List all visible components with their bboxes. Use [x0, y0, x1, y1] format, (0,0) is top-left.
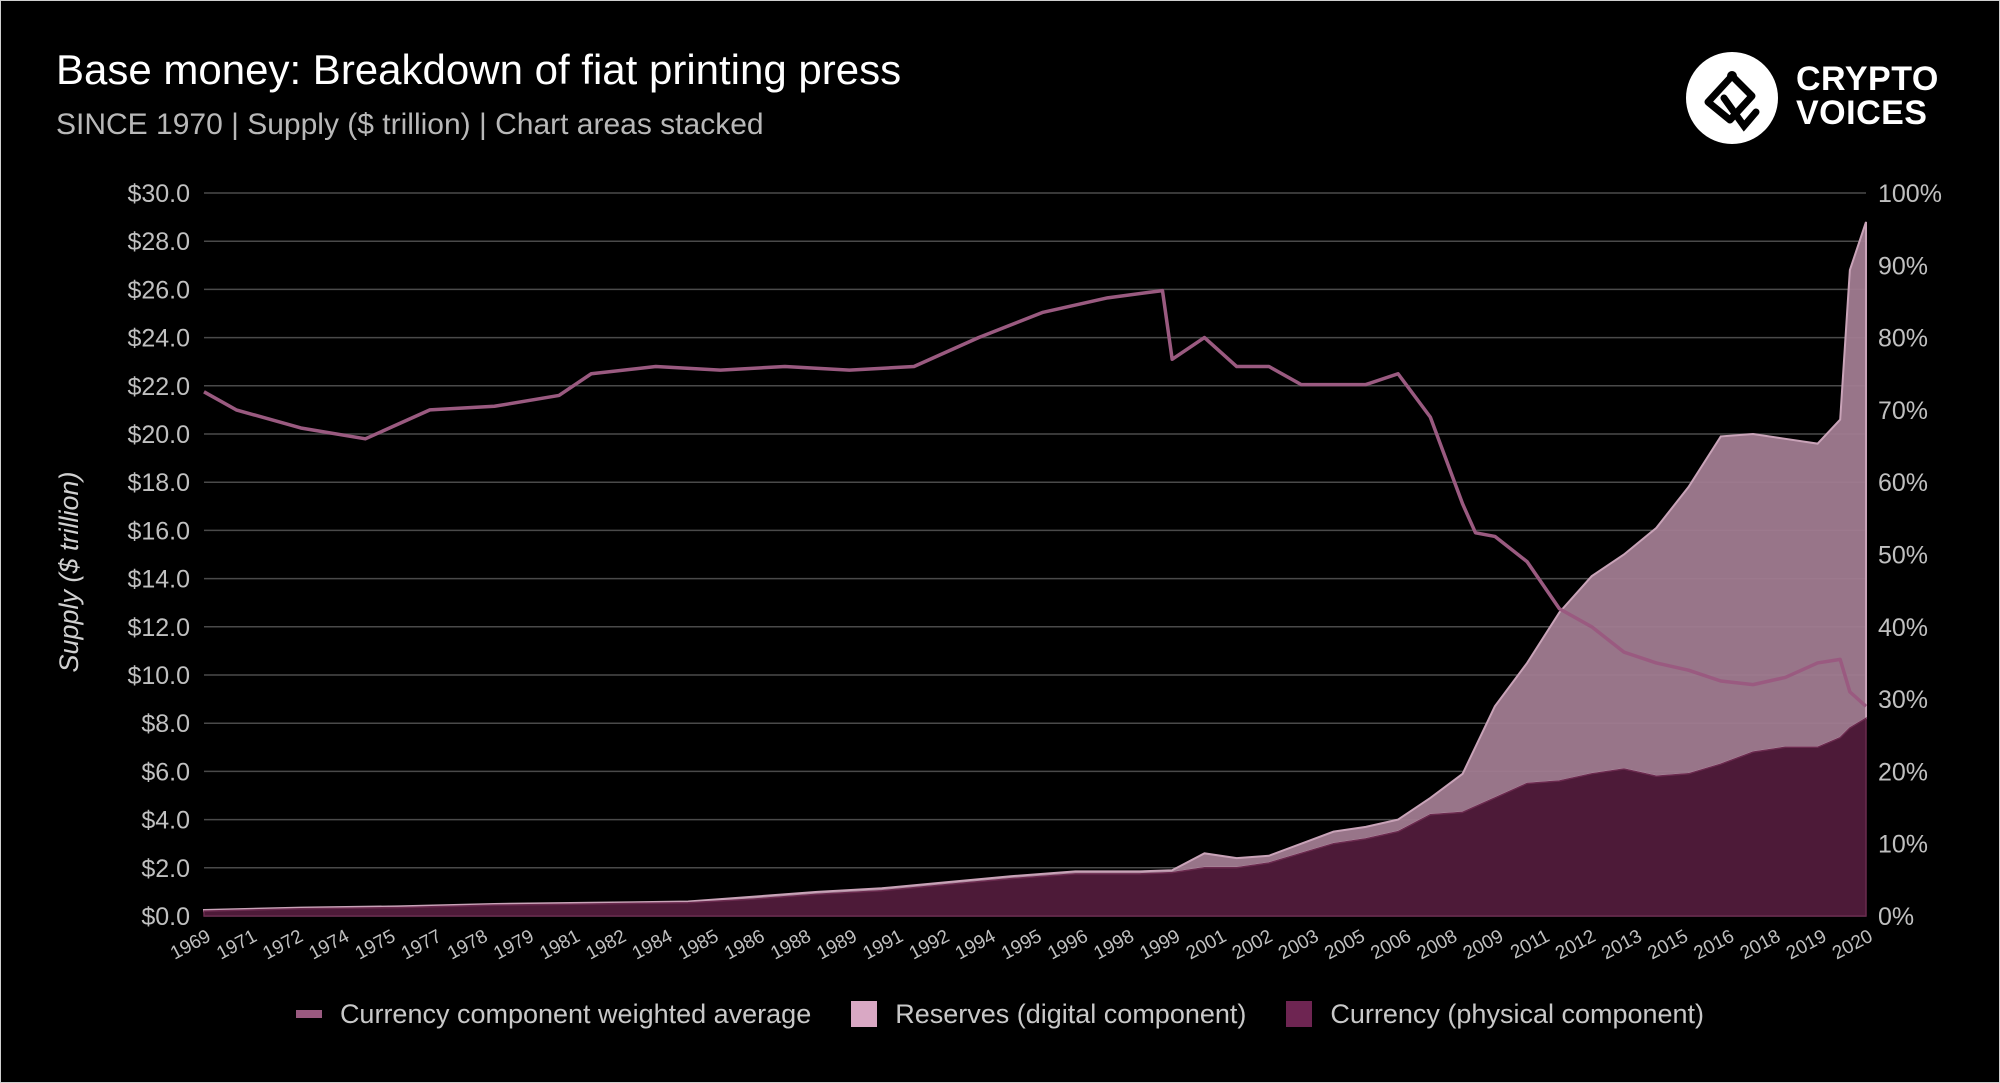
x-tick-label: 2013	[1598, 926, 1645, 964]
y-axis-right: 0% 10% 20% 30% 40% 50% 60% 70% 80% 90% 100%	[1878, 180, 1942, 931]
x-tick-label: 1982	[583, 926, 630, 964]
y-tick-label: $26.0	[127, 276, 190, 304]
y-tick-label: $20.0	[127, 421, 190, 449]
y2-tick-label: 60%	[1878, 469, 1928, 497]
data-lines	[203, 288, 1868, 708]
y-tick-label: $2.0	[141, 855, 190, 883]
x-tick-label: 2001	[1183, 926, 1230, 964]
legend-label: Currency component weighted average	[339, 998, 812, 1029]
y-axis-label: Supply ($ trillion)	[54, 471, 84, 672]
x-tick-label: 2016	[1691, 926, 1738, 964]
x-tick-label: 2002	[1229, 926, 1276, 964]
y2-tick-label: 20%	[1878, 758, 1928, 786]
x-tick-label: 1991	[860, 926, 907, 964]
x-tick-label: 2020	[1829, 926, 1876, 964]
x-tick-label: 1986	[721, 926, 768, 964]
legend-swatch-currency	[1286, 1001, 1313, 1027]
y-tick-label: $28.0	[127, 228, 190, 256]
y-tick-label: $12.0	[127, 614, 190, 642]
x-tick-label: 1972	[259, 926, 306, 964]
legend-swatch-line	[295, 1010, 322, 1018]
x-tick-label: 1996	[1044, 926, 1091, 964]
x-tick-label: 1989	[813, 926, 860, 964]
x-tick-label: 1999	[1137, 926, 1184, 964]
x-tick-label: 1977	[398, 926, 445, 964]
x-tick-label: 2012	[1552, 926, 1599, 964]
x-tick-label: 2006	[1367, 926, 1414, 964]
weighted-average-line	[203, 288, 1868, 708]
x-tick-label: 2019	[1783, 926, 1830, 964]
y-tick-label: $16.0	[127, 517, 190, 545]
x-tick-label: 1992	[906, 926, 953, 964]
brand-logo: CRYPTO VOICES	[1686, 52, 1946, 148]
y2-tick-label: 70%	[1878, 397, 1928, 425]
x-tick-label: 1974	[306, 926, 354, 965]
y2-tick-label: 40%	[1878, 614, 1928, 642]
x-tick-label: 2005	[1321, 926, 1368, 964]
y-tick-label: $22.0	[127, 373, 190, 401]
x-tick-label: 1981	[536, 926, 583, 964]
y2-tick-label: 30%	[1878, 686, 1928, 714]
y-tick-label: $4.0	[141, 807, 190, 835]
x-tick-label: 2003	[1275, 926, 1322, 964]
x-tick-label: 2011	[1507, 926, 1553, 964]
x-tick-label: 1971	[213, 926, 260, 964]
x-tick-label: 2008	[1414, 926, 1461, 964]
x-tick-label: 1978	[444, 926, 491, 964]
x-tick-label: 2009	[1460, 926, 1507, 964]
x-tick-label: 1975	[352, 926, 399, 964]
y-tick-label: $18.0	[127, 469, 190, 497]
x-tick-label: 1995	[998, 926, 1045, 964]
y2-tick-label: 90%	[1878, 252, 1928, 280]
x-tick-label: 2015	[1644, 926, 1691, 964]
legend-item-reserves[interactable]: Reserves (digital component)	[851, 999, 1246, 1030]
legend-swatch-reserves	[851, 1001, 878, 1027]
x-tick-label: 1998	[1090, 926, 1137, 964]
chart-subtitle: SINCE 1970 | Supply ($ trillion) | Chart…	[56, 108, 764, 141]
y-tick-label: $10.0	[127, 662, 190, 690]
x-tick-label: 2018	[1737, 926, 1784, 964]
x-tick-label: 1979	[490, 926, 537, 964]
y-tick-label: $6.0	[141, 758, 190, 786]
data-areas	[203, 221, 1867, 917]
y2-tick-label: 10%	[1878, 831, 1928, 859]
y-tick-label: $8.0	[141, 710, 190, 738]
legend-label: Reserves (digital component)	[895, 998, 1247, 1029]
y2-tick-label: 80%	[1878, 325, 1928, 353]
y2-tick-label: 0%	[1878, 903, 1914, 931]
y-tick-label: $0.0	[141, 903, 190, 931]
x-tick-label: 1984	[629, 926, 677, 965]
x-tick-label: 1969	[167, 926, 214, 964]
legend-label: Currency (physical component)	[1330, 998, 1705, 1029]
x-tick-label: 1988	[767, 926, 814, 964]
currency-area	[203, 717, 1867, 917]
y2-tick-label: 50%	[1878, 542, 1928, 570]
y2-tick-label: 100%	[1878, 180, 1942, 208]
y-tick-label: $24.0	[127, 325, 190, 353]
x-tick-label: 1994	[952, 926, 1000, 965]
legend: Currency component weighted average Rese…	[0, 994, 2000, 1034]
crypto-voices-logo-icon	[1686, 52, 1778, 144]
logo-wordmark: CRYPTO VOICES	[1796, 60, 1939, 132]
x-axis: 1969197119721974197519771978197919811982…	[167, 926, 1876, 965]
y-tick-label: $14.0	[127, 566, 190, 594]
chart-title: Base money: Breakdown of fiat printing p…	[56, 46, 902, 93]
y-tick-label: $30.0	[127, 180, 190, 208]
legend-item-weighted-average[interactable]: Currency component weighted average	[295, 998, 812, 1030]
y-axis-left: $0.0 $2.0 $4.0 $6.0 $8.0 $10.0 $12.0 $14.0 $16.0…	[127, 180, 190, 931]
x-tick-label: 1985	[675, 926, 722, 964]
legend-item-currency[interactable]: Currency (physical component)	[1286, 999, 1704, 1030]
